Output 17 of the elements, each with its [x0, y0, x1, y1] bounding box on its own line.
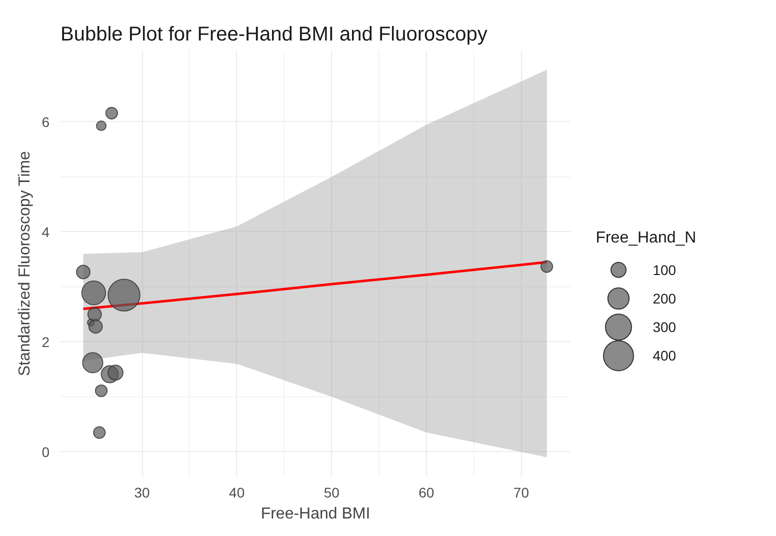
y-tick-label: 0: [42, 444, 50, 460]
legend-label: 300: [652, 319, 676, 336]
y-tick-label: 4: [42, 224, 50, 240]
x-tick-label: 70: [513, 484, 530, 500]
x-tick-label: 30: [134, 484, 150, 500]
legend-label: 400: [652, 348, 676, 364]
x-tick-label: 40: [229, 484, 245, 500]
legend-label: 200: [652, 290, 676, 306]
chart-title: Bubble Plot for Free-Hand BMI and Fluoroscopy: [60, 24, 488, 46]
x-tick-label: 50: [324, 484, 340, 500]
x-tick-label: 60: [418, 484, 434, 500]
x-axis-title: Free-Hand BMI: [260, 506, 370, 522]
legend-title: Free_Hand_N: [596, 230, 696, 247]
y-tick-label: 2: [42, 334, 50, 350]
y-tick-label: 6: [42, 114, 50, 130]
legend-label: 100: [652, 262, 676, 278]
y-axis-title: Standardized Fluoroscopy Time: [16, 151, 34, 376]
